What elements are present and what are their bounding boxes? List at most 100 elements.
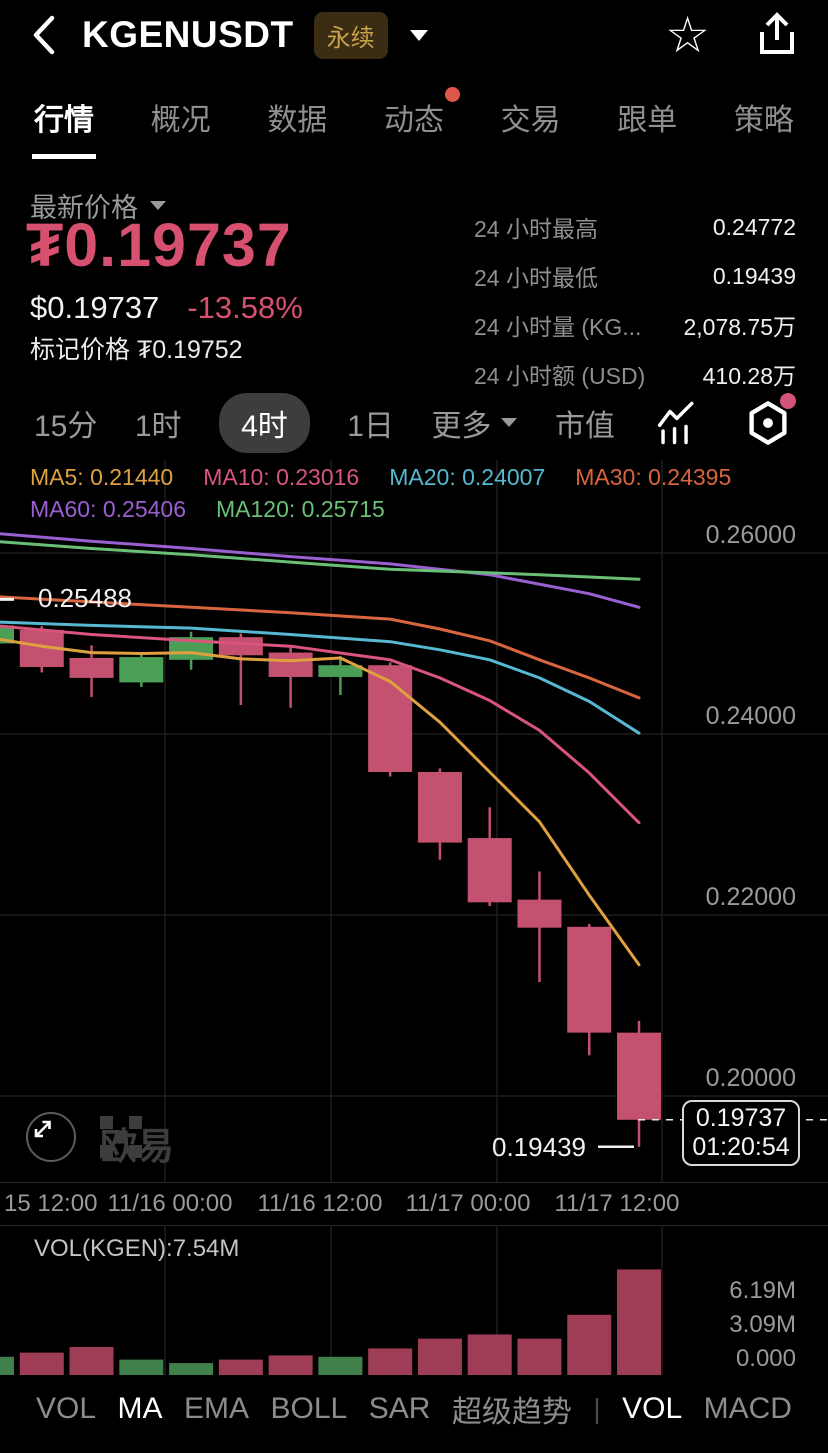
ma-line-ma60 — [0, 532, 641, 609]
hexagon-settings-icon — [749, 400, 787, 445]
chart-canvas — [0, 460, 828, 1182]
timeframe-1h[interactable]: 1时 — [135, 401, 182, 445]
notification-dot — [444, 87, 460, 102]
ma-line-ma20 — [0, 620, 641, 735]
change-percent: -13.58% — [187, 290, 303, 325]
indicator-ma[interactable]: MA — [117, 1392, 163, 1425]
indicator-ema[interactable]: EMA — [184, 1392, 250, 1425]
tab-overview[interactable]: 概况 — [149, 71, 213, 159]
indicator-vol[interactable]: VOL — [36, 1392, 97, 1425]
latest-price-caret-icon — [150, 201, 166, 210]
stat-value: 0.19439 — [712, 262, 796, 289]
volume-bar — [119, 1359, 164, 1375]
back-button[interactable] — [30, 15, 60, 55]
ma-legend-row1: MA5: 0.21440 MA10: 0.23016 MA20: 0.24007 MA… — [30, 464, 731, 491]
exchange-watermark: 欧易 — [100, 1116, 174, 1170]
indicator-boll[interactable]: BOLL — [270, 1392, 348, 1425]
line-chart-icon — [658, 401, 694, 444]
tab-copy[interactable]: 跟单 — [615, 71, 679, 159]
latest-price-selector[interactable]: 最新价格 — [30, 186, 166, 225]
volume-bar — [368, 1348, 413, 1375]
perpetual-badge: 永续 — [313, 11, 388, 59]
price-marker-label: 0.25488 — [38, 583, 132, 614]
volume-pane[interactable]: VOL(KGEN):7.54M 6.19M 3.09M 0.000 — [0, 1225, 828, 1375]
ma-line-ma30 — [0, 595, 641, 700]
ma-legend-row2: MA60: 0.25406 MA120: 0.25715 — [30, 496, 385, 523]
last-price-tag: 0.19737 01:20:54 — [682, 1100, 800, 1166]
timeframe-15m[interactable]: 15分 — [34, 401, 97, 445]
usd-price: $0.19737 — [30, 290, 160, 325]
indicator-settings-button[interactable] — [742, 392, 796, 449]
24h-stats: 24 小时最高 0.24772 24 小时最低 0.19439 24 小时量 (KG… — [474, 210, 796, 391]
low-price-label: 0.19439 — [492, 1131, 586, 1162]
ma-line-ma5 — [0, 637, 641, 967]
tab-quotes[interactable]: 行情 — [32, 71, 96, 159]
indicator-vol[interactable]: VOL — [622, 1392, 683, 1425]
timeframe-4h[interactable]: 4时 — [219, 392, 310, 453]
y-axis-label: 0.26000 — [705, 521, 796, 549]
tab-strategy[interactable]: 策略 — [732, 71, 796, 159]
indicator-macd[interactable]: MACD — [703, 1392, 792, 1425]
volume-axis-label: 6.19M — [729, 1277, 796, 1304]
stat-label: 24 小时最高 — [474, 216, 598, 242]
candle-body — [318, 665, 363, 677]
stat-row: 24 小时量 (KG... 2,078.75万 — [474, 308, 796, 342]
stat-value: 2,078.75万 — [683, 314, 796, 340]
candle-body — [617, 1032, 662, 1120]
ma-line-ma120 — [0, 540, 641, 581]
share-icon[interactable] — [756, 12, 798, 58]
time-axis-label: 11/17 00:00 — [405, 1190, 531, 1217]
candle-body — [119, 657, 164, 683]
timeframe-label: 15分 — [34, 409, 98, 443]
favorite-star-icon[interactable]: ☆ — [665, 7, 710, 63]
indicator-bar: VOL MA EMA BOLL SAR 超级趋势 | VOL MACD — [0, 1383, 828, 1435]
okx-logo-icon — [100, 1116, 142, 1158]
symbol-dropdown-caret-icon[interactable] — [409, 29, 428, 41]
ma-legend-item: MA5: 0.21440 — [30, 464, 174, 490]
timeframe-label: 更多 — [431, 409, 492, 443]
candlestick-chart[interactable]: MA5: 0.21440 MA10: 0.23016 MA20: 0.24007 MA… — [0, 460, 828, 1182]
indicator-sar[interactable]: SAR — [368, 1392, 431, 1425]
tab-label: 动态 — [383, 104, 444, 137]
volume-bar — [318, 1356, 363, 1375]
ma-legend-item: MA10: 0.23016 — [203, 464, 360, 490]
candle-body — [517, 899, 562, 928]
last-price: ₮0.19737 — [26, 211, 292, 279]
latest-price-label: 最新价格 — [30, 193, 138, 223]
tab-trade[interactable]: 交易 — [499, 71, 563, 159]
time-axis-label: 15 12:00 — [4, 1190, 98, 1217]
grid-layer — [0, 460, 828, 1182]
tab-news[interactable]: 动态 — [382, 71, 460, 159]
tab-label: 交易 — [500, 104, 561, 137]
back-chevron-icon — [33, 15, 55, 55]
timeframe-1d[interactable]: 1日 — [347, 401, 394, 445]
volume-axis-label: 0.000 — [735, 1345, 796, 1372]
indicator-超级趋势[interactable]: 超级趋势 — [451, 1396, 572, 1429]
top-tab-bar: 行情 概况 数据 动态 交易 跟单 策略 — [0, 70, 828, 160]
expand-arrows-icon — [34, 1120, 51, 1138]
market-cap-button[interactable]: 市值 — [555, 401, 615, 445]
time-axis: 15 12:00 11/16 00:00 11/16 12:00 11/17 00:0… — [0, 1182, 828, 1226]
volume-bar — [567, 1314, 612, 1375]
volume-canvas — [0, 1225, 663, 1375]
volume-bar — [467, 1334, 512, 1375]
indicator-separator: | — [593, 1393, 601, 1424]
timeframe-more[interactable]: 更多 — [431, 401, 518, 445]
volume-bar — [69, 1347, 114, 1375]
tab-label: 策略 — [733, 104, 794, 137]
header: KGENUSDT 永续 ☆ — [0, 0, 828, 70]
volume-bar — [417, 1338, 462, 1375]
usd-price-row: $0.19737 -13.58% — [30, 290, 303, 326]
tab-data[interactable]: 数据 — [265, 71, 329, 159]
fullscreen-button[interactable] — [26, 1112, 76, 1162]
tab-label: 跟单 — [617, 104, 678, 137]
timeframe-label: 4时 — [241, 409, 288, 443]
chart-style-button[interactable] — [652, 397, 704, 449]
volume-bar — [617, 1269, 662, 1375]
settings-notification-dot — [779, 392, 796, 409]
y-axis-label: 0.24000 — [705, 702, 796, 730]
tab-label: 数据 — [267, 104, 328, 137]
volume-bar — [517, 1338, 562, 1375]
volume-bar — [169, 1363, 214, 1375]
y-axis-label: 0.22000 — [705, 883, 796, 911]
